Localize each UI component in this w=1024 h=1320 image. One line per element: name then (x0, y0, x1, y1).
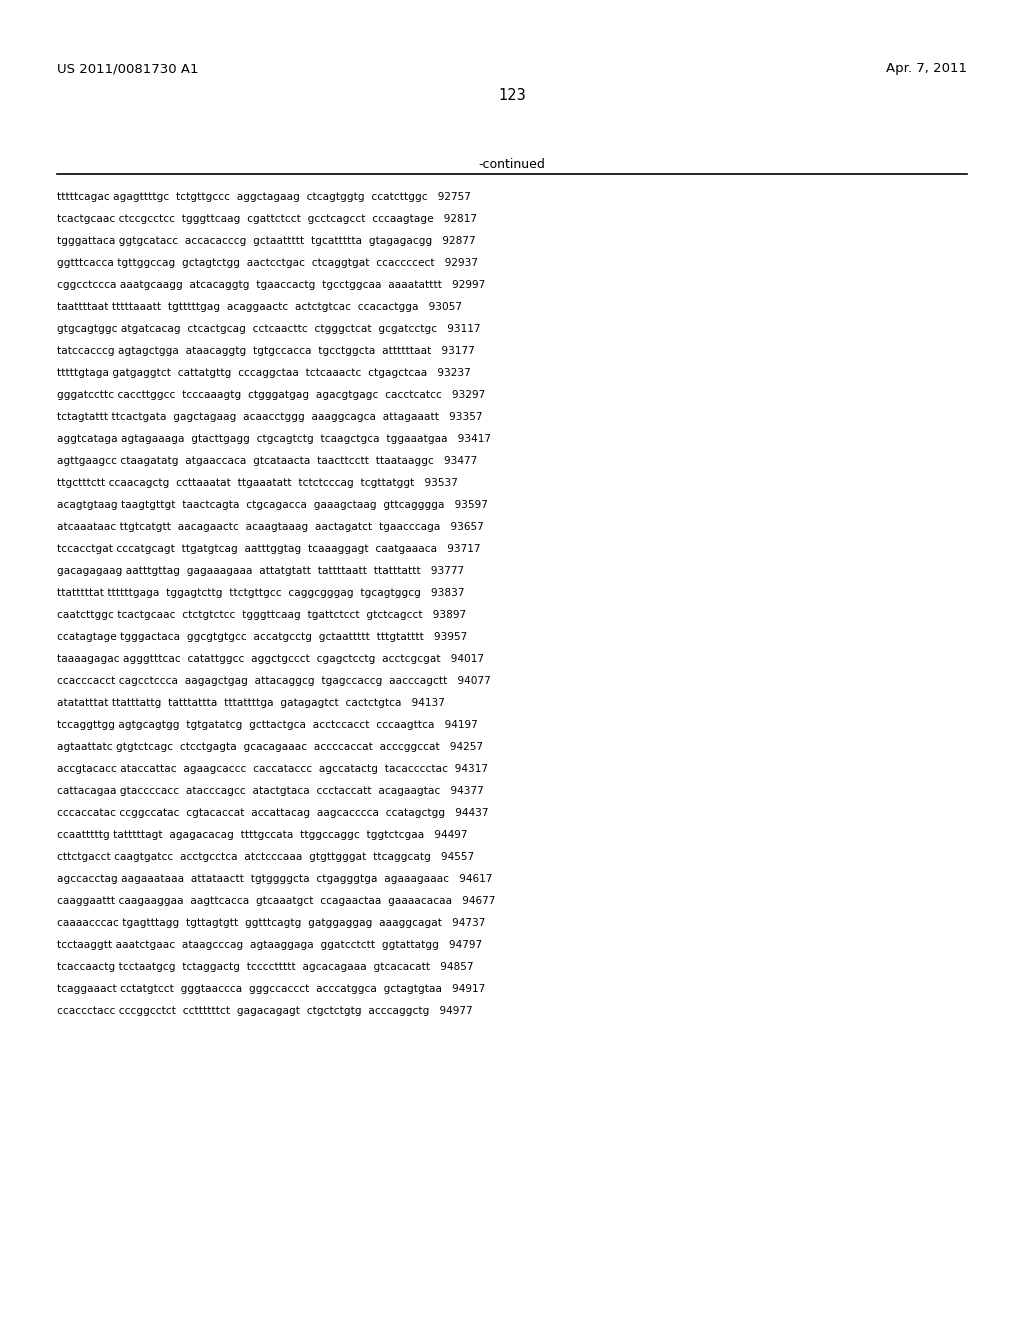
Text: cccaccatac ccggccatac  cgtacaccat  accattacag  aagcacccca  ccatagctgg   94437: cccaccatac ccggccatac cgtacaccat accatta… (57, 808, 488, 818)
Text: caaggaattt caagaaggaa  aagttcacca  gtcaaatgct  ccagaactaa  gaaaacacaa   94677: caaggaattt caagaaggaa aagttcacca gtcaaat… (57, 896, 496, 906)
Text: ggtttcacca tgttggccag  gctagtctgg  aactcctgac  ctcaggtgat  ccaccccect   92937: ggtttcacca tgttggccag gctagtctgg aactcct… (57, 257, 478, 268)
Text: -continued: -continued (478, 158, 546, 172)
Text: Apr. 7, 2011: Apr. 7, 2011 (886, 62, 967, 75)
Text: tcctaaggtt aaatctgaac  ataagcccag  agtaaggaga  ggatcctctt  ggtattatgg   94797: tcctaaggtt aaatctgaac ataagcccag agtaagg… (57, 940, 482, 950)
Text: tccaggttgg agtgcagtgg  tgtgatatcg  gcttactgca  acctccacct  cccaagttca   94197: tccaggttgg agtgcagtgg tgtgatatcg gcttact… (57, 719, 478, 730)
Text: accgtacacc ataccattac  agaagcaccc  caccataccc  agccatactg  tacacccctac  94317: accgtacacc ataccattac agaagcaccc caccata… (57, 764, 488, 774)
Text: agttgaagcc ctaagatatg  atgaaccaca  gtcataacta  taacttcctt  ttaataaggc   93477: agttgaagcc ctaagatatg atgaaccaca gtcataa… (57, 455, 477, 466)
Text: agccacctag aagaaataaa  attataactt  tgtggggcta  ctgagggtga  agaaagaaac   94617: agccacctag aagaaataaa attataactt tgtgggg… (57, 874, 493, 884)
Text: ttgctttctt ccaacagctg  ccttaaatat  ttgaaatatt  tctctcccag  tcgttatggt   93537: ttgctttctt ccaacagctg ccttaaatat ttgaaat… (57, 478, 458, 488)
Text: tgggattaca ggtgcatacc  accacacccg  gctaattttt  tgcattttta  gtagagacgg   92877: tgggattaca ggtgcatacc accacacccg gctaatt… (57, 236, 475, 246)
Text: taaaagagac agggtttcac  catattggcc  aggctgccct  cgagctcctg  acctcgcgat   94017: taaaagagac agggtttcac catattggcc aggctgc… (57, 653, 484, 664)
Text: 123: 123 (498, 88, 526, 103)
Text: cttctgacct caagtgatcc  acctgcctca  atctcccaaa  gtgttgggat  ttcaggcatg   94557: cttctgacct caagtgatcc acctgcctca atctccc… (57, 851, 474, 862)
Text: tcaggaaact cctatgtcct  gggtaaccca  gggccaccct  acccatggca  gctagtgtaa   94917: tcaggaaact cctatgtcct gggtaaccca gggccac… (57, 983, 485, 994)
Text: caaaacccac tgagtttagg  tgttagtgtt  ggtttcagtg  gatggaggag  aaaggcagat   94737: caaaacccac tgagtttagg tgttagtgtt ggtttca… (57, 917, 485, 928)
Text: aggtcataga agtagaaaga  gtacttgagg  ctgcagtctg  tcaagctgca  tggaaatgaa   93417: aggtcataga agtagaaaga gtacttgagg ctgcagt… (57, 434, 490, 444)
Text: gggatccttc caccttggcc  tcccaaagtg  ctgggatgag  agacgtgagc  cacctcatcc   93297: gggatccttc caccttggcc tcccaaagtg ctgggat… (57, 389, 485, 400)
Text: atatatttat ttatttattg  tatttattta  tttattttga  gatagagtct  cactctgtca   94137: atatatttat ttatttattg tatttattta tttattt… (57, 698, 444, 708)
Text: atcaaataac ttgtcatgtt  aacagaactc  acaagtaaag  aactagatct  tgaacccaga   93657: atcaaataac ttgtcatgtt aacagaactc acaagta… (57, 521, 483, 532)
Text: tcaccaactg tcctaatgcg  tctaggactg  tccccttttt  agcacagaaa  gtcacacatt   94857: tcaccaactg tcctaatgcg tctaggactg tcccctt… (57, 962, 473, 972)
Text: tctagtattt ttcactgata  gagctagaag  acaacctggg  aaaggcagca  attagaaatt   93357: tctagtattt ttcactgata gagctagaag acaacct… (57, 412, 482, 422)
Text: ccatagtage tgggactaca  ggcgtgtgcc  accatgcctg  gctaattttt  tttgtatttt   93957: ccatagtage tgggactaca ggcgtgtgcc accatgc… (57, 632, 467, 642)
Text: tccacctgat cccatgcagt  ttgatgtcag  aatttggtag  tcaaaggagt  caatgaaaca   93717: tccacctgat cccatgcagt ttgatgtcag aatttgg… (57, 544, 480, 554)
Text: ttatttttat ttttttgaga  tggagtcttg  ttctgttgcc  caggcgggag  tgcagtggcg   93837: ttatttttat ttttttgaga tggagtcttg ttctgtt… (57, 587, 465, 598)
Text: tcactgcaac ctccgcctcc  tgggttcaag  cgattctcct  gcctcagcct  cccaagtage   92817: tcactgcaac ctccgcctcc tgggttcaag cgattct… (57, 214, 477, 224)
Text: tttttcagac agagttttgc  tctgttgccc  aggctagaag  ctcagtggtg  ccatcttggc   92757: tttttcagac agagttttgc tctgttgccc aggctag… (57, 191, 471, 202)
Text: caatcttggc tcactgcaac  ctctgtctcc  tgggttcaag  tgattctcct  gtctcagcct   93897: caatcttggc tcactgcaac ctctgtctcc tgggttc… (57, 610, 466, 620)
Text: agtaattatc gtgtctcagc  ctcctgagta  gcacagaaac  accccaccat  acccggccat   94257: agtaattatc gtgtctcagc ctcctgagta gcacaga… (57, 742, 483, 752)
Text: ccacccacct cagcctccca  aagagctgag  attacaggcg  tgagccaccg  aacccagctt   94077: ccacccacct cagcctccca aagagctgag attacag… (57, 676, 490, 686)
Text: ccaccctacc cccggcctct  ccttttttct  gagacagagt  ctgctctgtg  acccaggctg   94977: ccaccctacc cccggcctct ccttttttct gagacag… (57, 1006, 473, 1016)
Text: tatccacccg agtagctgga  ataacaggtg  tgtgccacca  tgcctggcta  attttttaat   93177: tatccacccg agtagctgga ataacaggtg tgtgcca… (57, 346, 475, 356)
Text: acagtgtaag taagtgttgt  taactcagta  ctgcagacca  gaaagctaag  gttcagggga   93597: acagtgtaag taagtgttgt taactcagta ctgcaga… (57, 500, 487, 510)
Text: ccaatttttg tatttttagt  agagacacag  ttttgccata  ttggccaggc  tggtctcgaa   94497: ccaatttttg tatttttagt agagacacag ttttgcc… (57, 830, 468, 840)
Text: gtgcagtggc atgatcacag  ctcactgcag  cctcaacttc  ctgggctcat  gcgatcctgc   93117: gtgcagtggc atgatcacag ctcactgcag cctcaac… (57, 323, 480, 334)
Text: cattacagaa gtaccccacc  atacccagcc  atactgtaca  ccctaccatt  acagaagtac   94377: cattacagaa gtaccccacc atacccagcc atactgt… (57, 785, 483, 796)
Text: gacagagaag aatttgttag  gagaaagaaa  attatgtatt  tattttaatt  ttatttattt   93777: gacagagaag aatttgttag gagaaagaaa attatgt… (57, 566, 464, 576)
Text: tttttgtaga gatgaggtct  cattatgttg  cccaggctaa  tctcaaactc  ctgagctcaa   93237: tttttgtaga gatgaggtct cattatgttg cccaggc… (57, 368, 471, 378)
Text: cggcctccca aaatgcaagg  atcacaggtg  tgaaccactg  tgcctggcaa  aaaatatttt   92997: cggcctccca aaatgcaagg atcacaggtg tgaacca… (57, 280, 485, 290)
Text: US 2011/0081730 A1: US 2011/0081730 A1 (57, 62, 199, 75)
Text: taattttaat tttttaaatt  tgtttttgag  acaggaactc  actctgtcac  ccacactgga   93057: taattttaat tttttaaatt tgtttttgag acaggaa… (57, 302, 462, 312)
